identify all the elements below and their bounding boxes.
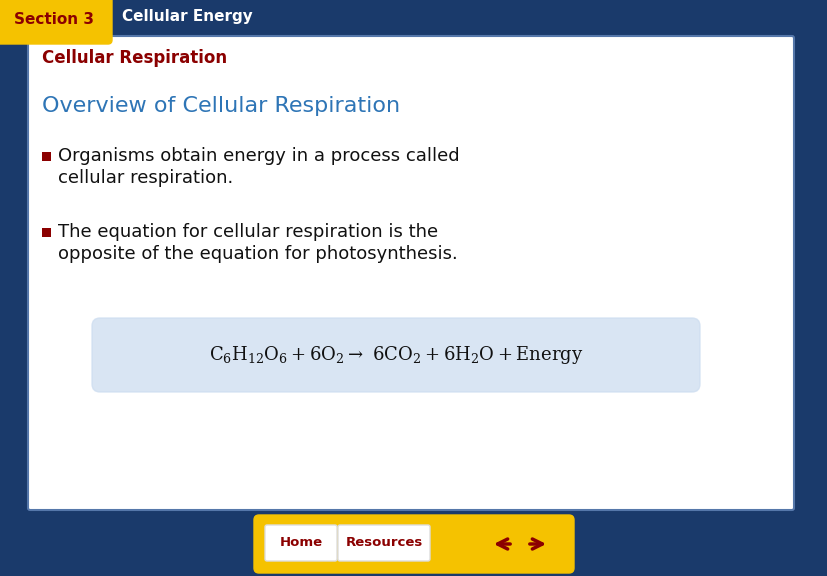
Text: Overview of Cellular Respiration: Overview of Cellular Respiration — [42, 96, 399, 116]
FancyBboxPatch shape — [28, 36, 793, 510]
FancyBboxPatch shape — [92, 318, 699, 392]
FancyBboxPatch shape — [337, 525, 429, 561]
Text: Cellular Energy: Cellular Energy — [122, 9, 252, 25]
Text: Resources: Resources — [345, 536, 422, 550]
Bar — [0, 0, 827, 34]
Bar — [42, 152, 51, 161]
Text: cellular respiration.: cellular respiration. — [58, 169, 233, 187]
FancyBboxPatch shape — [265, 525, 337, 561]
Text: $\mathregular{C_6H_{12}O_6 + 6O_2 \rightarrow\ 6CO_2 + 6H_2O + Energy}$: $\mathregular{C_6H_{12}O_6 + 6O_2 \right… — [208, 344, 582, 366]
Text: The equation for cellular respiration is the: The equation for cellular respiration is… — [58, 223, 437, 241]
Bar — [42, 228, 51, 237]
Text: Cellular Respiration: Cellular Respiration — [42, 49, 227, 67]
Text: Home: Home — [279, 536, 323, 550]
Text: Section 3: Section 3 — [14, 13, 94, 28]
FancyBboxPatch shape — [0, 0, 112, 44]
Text: Organisms obtain energy in a process called: Organisms obtain energy in a process cal… — [58, 147, 459, 165]
Text: opposite of the equation for photosynthesis.: opposite of the equation for photosynthe… — [58, 245, 457, 263]
FancyBboxPatch shape — [254, 515, 573, 573]
